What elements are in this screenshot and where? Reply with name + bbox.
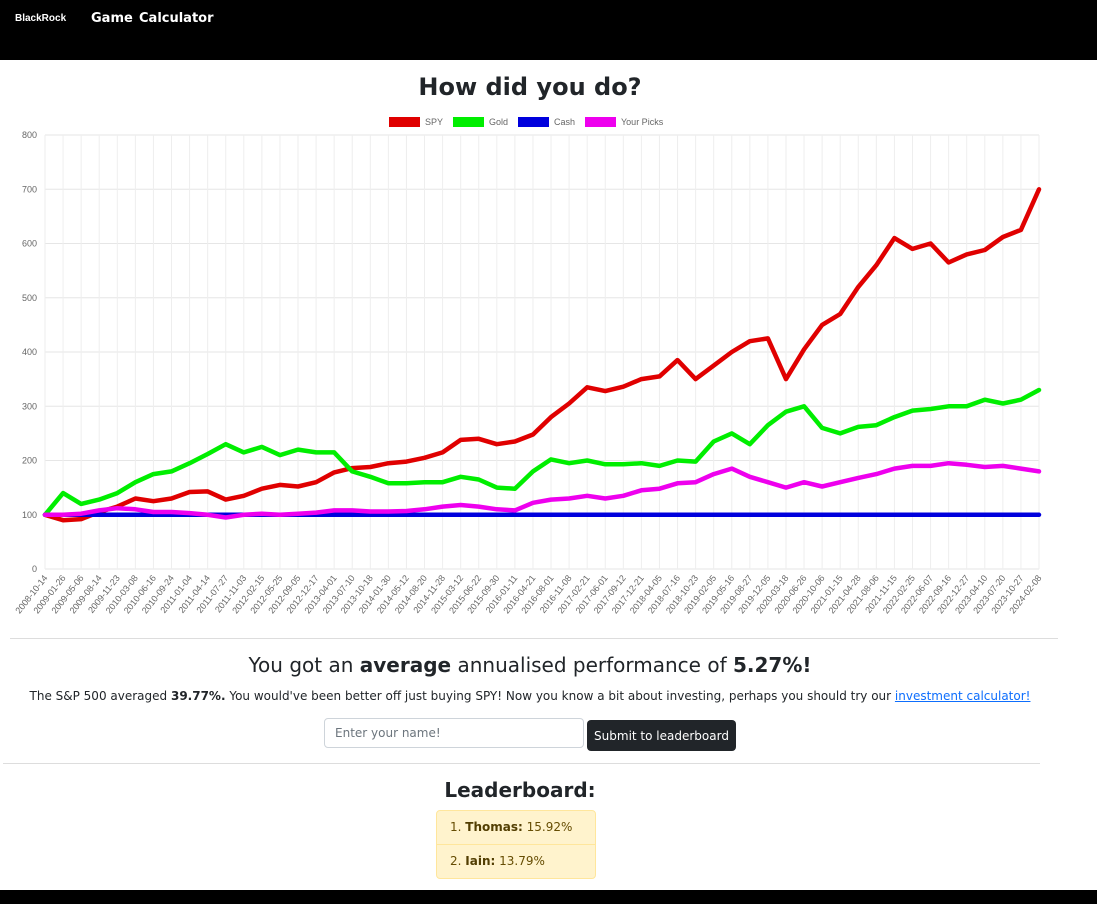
leaderboard-score: 15.92%: [526, 820, 573, 834]
legend-label: Gold: [489, 117, 508, 127]
y-tick-label: 0: [32, 564, 37, 574]
leaderboard-list: 1. Thomas: 15.92% 2. Iain: 13.79%: [436, 810, 596, 879]
leaderboard-rank: 1.: [450, 820, 462, 834]
footer: [0, 890, 1097, 904]
y-tick-label: 500: [22, 293, 37, 303]
y-tick-label: 600: [22, 239, 37, 249]
investment-calculator-link[interactable]: investment calculator!: [894, 689, 1031, 703]
result-value: 5.27%!: [732, 653, 812, 677]
divider: [10, 638, 1058, 639]
navbar: BlackRock Game Calculator: [0, 0, 1097, 60]
result-rating: average: [359, 653, 452, 677]
y-tick-label: 800: [22, 130, 37, 140]
legend-label: Your Picks: [621, 117, 664, 127]
submit-leaderboard-button[interactable]: Submit to leaderboard: [587, 720, 736, 751]
legend-swatch: [518, 117, 549, 127]
comparison-suffix: You would've been better off just buying…: [229, 689, 892, 703]
nav-link-calculator[interactable]: Calculator: [139, 11, 214, 26]
y-tick-label: 200: [22, 456, 37, 466]
leaderboard-score: 13.79%: [499, 854, 545, 868]
leaderboard-entry: 1. Thomas: 15.92%: [437, 811, 595, 844]
divider: [3, 763, 1040, 764]
y-tick-label: 100: [22, 510, 37, 520]
legend-swatch: [585, 117, 616, 127]
page-title: How did you do?: [418, 73, 642, 101]
leaderboard-name: Iain:: [465, 854, 496, 868]
leaderboard-name: Thomas:: [465, 820, 523, 834]
series-line-gold: [42, 387, 1042, 518]
brand-logo[interactable]: BlackRock: [15, 13, 67, 24]
y-tick-label: 300: [22, 401, 37, 411]
leaderboard-title: Leaderboard:: [444, 778, 596, 802]
y-tick-label: 700: [22, 184, 37, 194]
leaderboard-rank: 2.: [450, 854, 462, 868]
legend-swatch: [453, 117, 484, 127]
legend-label: Cash: [554, 117, 575, 127]
comparison-text: The S&P 500 averaged 39.77%. You would'v…: [0, 689, 1060, 703]
legend-label: SPY: [425, 117, 443, 127]
result-prefix: You got an: [248, 653, 354, 677]
leaderboard-entry: 2. Iain: 13.79%: [437, 844, 595, 878]
result-middle: annualised performance of: [457, 653, 727, 677]
series-line-your-picks: [42, 460, 1042, 520]
nav-link-game[interactable]: Game: [91, 11, 133, 26]
comparison-value: 39.77%.: [170, 689, 226, 703]
performance-chart: 01002003004005006007008002008-10-142009-…: [13, 117, 1044, 616]
result-summary: You got an average annualised performanc…: [0, 653, 1060, 677]
y-tick-label: 400: [22, 347, 37, 357]
name-input[interactable]: [324, 718, 584, 748]
legend-swatch: [389, 117, 420, 127]
comparison-prefix: The S&P 500 averaged: [29, 689, 168, 703]
series-line-spy: [42, 187, 1042, 523]
